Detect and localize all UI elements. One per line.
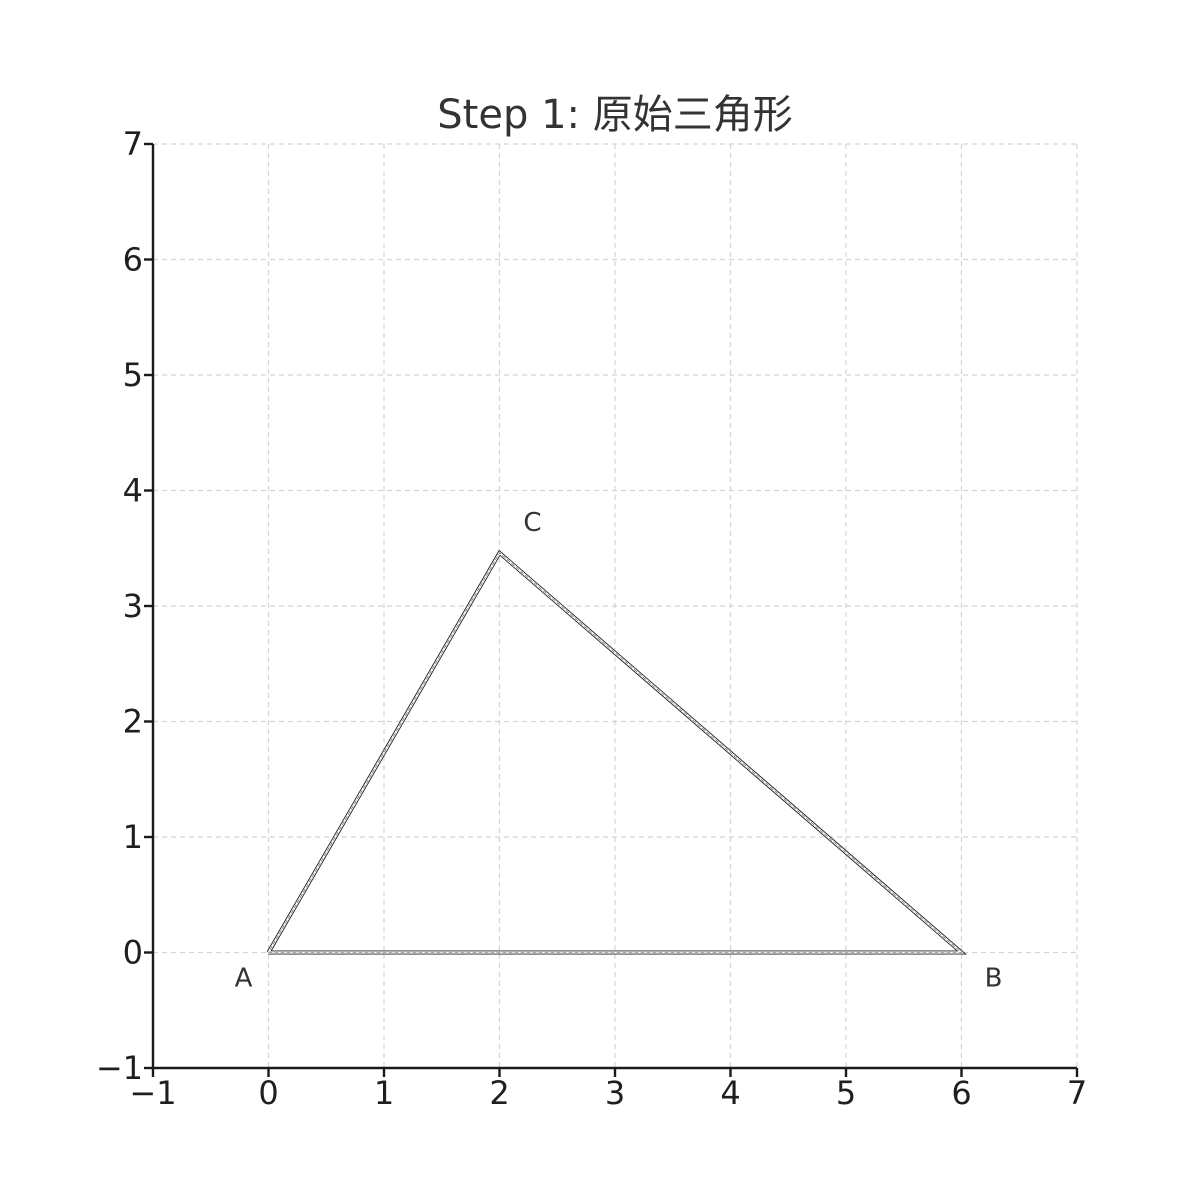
vertex-label-a: A [235, 964, 253, 994]
y-tick-label: 4 [123, 472, 143, 510]
x-tick-label: 0 [258, 1074, 278, 1112]
x-tick-label: 2 [489, 1074, 509, 1112]
x-tick-label: −1 [129, 1074, 176, 1112]
y-tick-label: 2 [123, 703, 143, 741]
x-tick-label: 4 [720, 1074, 740, 1112]
x-tick-label: 6 [951, 1074, 971, 1112]
triangle [266, 549, 967, 955]
chart-title: Step 1: 原始三角形 [437, 92, 792, 138]
y-tick-label: 3 [123, 587, 143, 625]
triangle-center-dash [268, 552, 963, 953]
grid [153, 143, 1078, 1068]
y-tick-label: 6 [123, 241, 143, 279]
y-tick-label: 0 [123, 934, 143, 972]
y-tick-label: −1 [96, 1049, 143, 1087]
x-axis-ticks: −1 0 1 2 3 4 5 6 7 [129, 1068, 1087, 1112]
y-tick-label: 1 [123, 818, 143, 856]
x-tick-label: 7 [1067, 1074, 1087, 1112]
x-tick-label: 5 [836, 1074, 856, 1112]
x-tick-label: 3 [605, 1074, 625, 1112]
y-tick-label: 7 [123, 125, 143, 163]
vertex-label-c: C [523, 508, 541, 538]
x-tick-label: 1 [374, 1074, 394, 1112]
vertex-labels: A B C [235, 508, 1003, 994]
vertex-label-b: B [985, 964, 1003, 994]
y-axis-ticks: −1 0 1 2 3 4 5 6 7 [96, 125, 153, 1087]
y-tick-label: 5 [123, 356, 143, 394]
